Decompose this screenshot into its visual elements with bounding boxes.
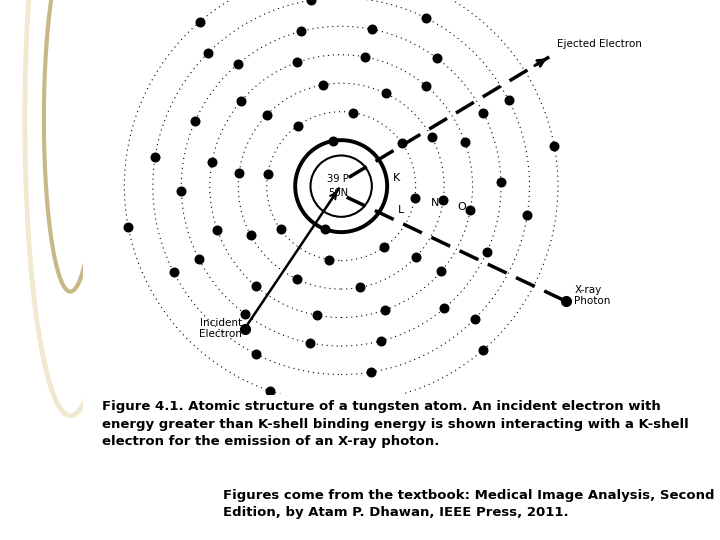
Point (420, 14, 432, 23)
Point (365, 368, 377, 376)
Point (202, 49, 213, 58)
Point (495, 178, 507, 186)
Point (375, 336, 387, 345)
Point (122, 222, 134, 231)
Point (503, 96, 515, 105)
Text: N: N (431, 198, 439, 207)
Point (291, 275, 302, 284)
Point (436, 267, 447, 276)
Point (464, 206, 476, 214)
Point (328, 137, 339, 145)
Point (320, 225, 331, 234)
Point (292, 122, 304, 130)
Text: L: L (398, 205, 405, 215)
Point (380, 89, 392, 98)
Point (323, 255, 335, 264)
Point (438, 304, 450, 313)
Text: O: O (457, 202, 466, 212)
Point (379, 306, 391, 314)
Point (366, 25, 378, 33)
Point (354, 283, 366, 292)
Text: X-ray
Photon: X-ray Photon (575, 285, 611, 306)
Text: 39 P: 39 P (327, 174, 348, 184)
Point (233, 168, 245, 177)
Point (304, 339, 315, 347)
Point (295, 27, 307, 36)
Point (239, 309, 251, 318)
Point (168, 268, 179, 276)
Text: K: K (392, 173, 400, 184)
Point (251, 350, 262, 359)
Point (233, 59, 244, 68)
Point (469, 315, 480, 323)
Point (245, 231, 256, 239)
Point (431, 54, 443, 63)
Point (481, 247, 492, 256)
Text: Ejected Electron: Ejected Electron (557, 39, 642, 49)
Point (521, 211, 533, 219)
Point (477, 109, 489, 117)
Text: Figures come from the textbook: Medical Image Analysis, Second
Edition, by Atam : Figures come from the textbook: Medical … (223, 489, 714, 519)
Point (305, 0, 317, 4)
Text: Incident
Electron: Incident Electron (199, 318, 242, 339)
Point (409, 194, 420, 202)
Point (477, 346, 489, 355)
Point (312, 311, 323, 320)
Point (459, 138, 471, 146)
Point (348, 109, 359, 117)
Point (149, 153, 161, 161)
Point (275, 225, 287, 234)
Point (317, 80, 328, 89)
Point (194, 18, 205, 26)
Point (426, 133, 438, 141)
Text: 50N: 50N (328, 188, 348, 198)
Point (251, 282, 262, 291)
Point (292, 58, 303, 66)
Point (194, 255, 205, 264)
Point (420, 82, 432, 90)
Point (212, 226, 223, 234)
Point (261, 111, 272, 119)
Point (379, 242, 390, 251)
Point (235, 97, 247, 105)
Circle shape (310, 156, 372, 217)
Point (206, 158, 217, 167)
Point (262, 170, 274, 178)
Point (410, 253, 421, 261)
Point (359, 52, 371, 61)
Point (264, 387, 276, 395)
Point (438, 195, 449, 204)
Point (549, 141, 560, 150)
Point (396, 139, 408, 147)
Point (189, 117, 201, 125)
Point (176, 186, 187, 195)
Text: Figure 4.1. Atomic structure of a tungsten atom. An incident electron with
energ: Figure 4.1. Atomic structure of a tungst… (102, 400, 688, 448)
